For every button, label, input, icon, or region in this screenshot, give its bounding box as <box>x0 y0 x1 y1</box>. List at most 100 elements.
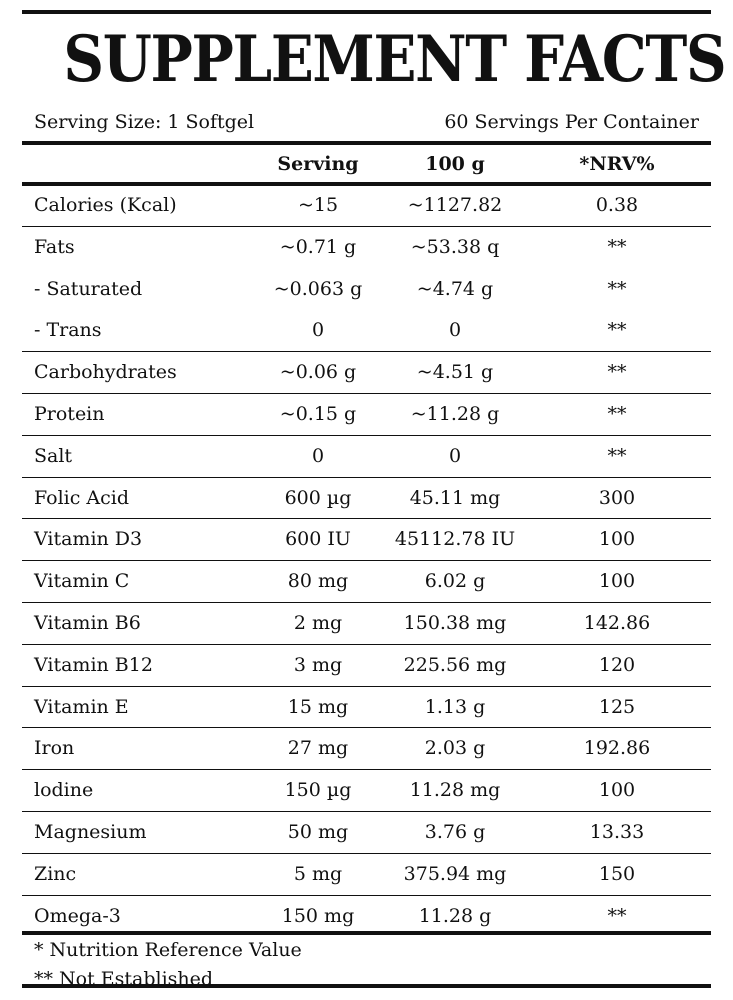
nutrient-per100-value: ~4.74 g <box>416 277 494 300</box>
nutrient-serving-value: ~0.71 g <box>279 235 357 258</box>
nutrient-name: Iron <box>34 737 75 760</box>
nutrient-per100-value: 45.11 mg <box>409 486 501 509</box>
nutrient-nrv-value: 300 <box>598 486 636 509</box>
nutrient-nrv-value: ** <box>607 277 627 300</box>
footnote-nrv: * Nutrition Reference Value <box>34 939 302 961</box>
nutrient-per100-value: 11.28 g <box>418 904 492 927</box>
table-row: - Saturated ~0.063 g ~4.74 g ** <box>22 269 711 311</box>
nutrient-serving-value: 80 mg <box>287 570 349 593</box>
nutrient-per100-value: 1.13 g <box>424 695 486 718</box>
column-header-nrv: *NRV% <box>579 153 655 175</box>
nutrient-per100-value: 11.28 mg <box>409 779 501 802</box>
table-row: Vitamin D3 600 IU 45112.78 IU 100 <box>22 519 711 562</box>
table-row: - Trans 0 0 ** <box>22 310 711 353</box>
table-row: Iron 27 mg 2.03 g 192.86 <box>22 728 711 771</box>
nutrient-serving-value: 5 mg <box>293 862 343 885</box>
nutrient-nrv-value: 192.86 <box>583 737 651 760</box>
nutrient-nrv-value: ** <box>607 444 627 467</box>
column-header-row: Serving 100 g *NRV% <box>22 146 711 182</box>
nutrient-name: Protein <box>34 403 105 425</box>
label-title: SUPPLEMENT FACTS <box>63 22 726 97</box>
table-row: Vitamin E 15 mg 1.13 g 125 <box>22 687 711 729</box>
nutrient-per100-value: 0 <box>448 319 462 342</box>
nutrient-serving-value: 600 IU <box>285 528 351 551</box>
nutrient-per100-value: 6.02 g <box>424 570 486 593</box>
nutrient-per100-value: 3.76 g <box>424 821 486 843</box>
nutrient-nrv-value: 125 <box>598 695 636 718</box>
table-row: Carbohydrates ~0.06 g ~4.51 g ** <box>22 352 711 394</box>
footer-divider <box>22 931 711 935</box>
nutrient-nrv-value: ** <box>607 235 627 258</box>
servings-per-container: 60 Servings Per Container <box>444 111 699 133</box>
column-header-per100: 100 g <box>425 153 485 175</box>
nutrient-serving-value: 600 µg <box>284 486 352 509</box>
nutrient-nrv-value: 13.33 <box>589 821 645 843</box>
footnote-not-established: ** Not Established <box>34 968 214 990</box>
nutrient-serving-value: 0 <box>311 444 325 467</box>
nutrient-nrv-value: 142.86 <box>583 612 651 634</box>
nutrient-name: Carbohydrates <box>34 361 177 384</box>
nutrient-per100-value: ~4.51 g <box>416 361 494 384</box>
column-header-serving: Serving <box>277 153 359 175</box>
nutrient-name: lodine <box>34 779 94 802</box>
nutrient-name: Vitamin B12 <box>34 653 153 676</box>
nutrient-serving-value: 0 <box>311 319 325 342</box>
nutrient-serving-value: 2 mg <box>293 612 343 634</box>
footnotes: * Nutrition Reference Value ** Not Estab… <box>34 936 302 994</box>
table-row: Protein ~0.15 g ~11.28 g ** <box>22 394 711 436</box>
table-row: Zinc 5 mg 375.94 mg 150 <box>22 854 711 896</box>
table-row: Salt 0 0 ** <box>22 436 711 478</box>
column-header-divider <box>22 182 711 186</box>
nutrient-per100-value: 2.03 g <box>424 737 486 760</box>
nutrient-serving-value: 150 mg <box>281 904 355 927</box>
nutrient-name: Calories (Kcal) <box>34 194 177 216</box>
table-row: Omega-3 150 mg 11.28 g ** <box>22 896 711 938</box>
nutrient-serving-value: 50 mg <box>287 821 349 843</box>
nutrient-name: Vitamin B6 <box>34 612 141 634</box>
nutrient-name: Folic Acid <box>34 486 130 509</box>
nutrient-serving-value: ~0.15 g <box>279 403 357 425</box>
nutrient-name: - Trans <box>34 319 102 342</box>
nutrient-name: - Saturated <box>34 277 143 300</box>
table-row: Magnesium 50 mg 3.76 g 13.33 <box>22 812 711 854</box>
nutrient-nrv-value: 100 <box>598 570 636 593</box>
nutrient-name: Salt <box>34 444 73 467</box>
nutrient-name: Vitamin E <box>34 695 129 718</box>
nutrient-per100-value: 45112.78 IU <box>394 528 516 551</box>
table-row: Folic Acid 600 µg 45.11 mg 300 <box>22 478 711 520</box>
nutrient-per100-value: ~11.28 g <box>410 403 500 425</box>
nutrient-name: Fats <box>34 235 75 258</box>
nutrient-name: Omega-3 <box>34 904 121 927</box>
nutrient-nrv-value: 120 <box>598 653 636 676</box>
nutrient-serving-value: ~0.063 g <box>273 277 363 300</box>
supplement-facts-label: SUPPLEMENT FACTS Serving Size: 1 Softgel… <box>22 10 727 990</box>
nutrient-nrv-value: 0.38 <box>595 194 639 216</box>
nutrient-per100-value: ~53.38 q <box>410 235 500 258</box>
nutrient-nrv-value: ** <box>607 319 627 342</box>
table-row: Fats ~0.71 g ~53.38 q ** <box>22 227 711 269</box>
table-row: Vitamin B6 2 mg 150.38 mg 142.86 <box>22 603 711 645</box>
nutrient-serving-value: 27 mg <box>287 737 349 760</box>
nutrient-name: Vitamin D3 <box>34 528 143 551</box>
nutrient-serving-value: ~15 <box>297 194 339 216</box>
nutrient-serving-value: ~0.06 g <box>279 361 357 384</box>
nutrient-nrv-value: ** <box>607 361 627 384</box>
nutrient-nrv-value: 100 <box>598 528 636 551</box>
nutrient-serving-value: 3 mg <box>293 653 343 676</box>
serving-info: Serving Size: 1 Softgel 60 Servings Per … <box>34 108 699 136</box>
nutrient-per100-value: ~1127.82 <box>407 194 503 216</box>
table-row: Vitamin C 80 mg 6.02 g 100 <box>22 561 711 603</box>
nutrient-name: Zinc <box>34 862 77 885</box>
table-row: lodine 150 µg 11.28 mg 100 <box>22 770 711 812</box>
nutrient-nrv-value: 100 <box>598 779 636 802</box>
serving-size: Serving Size: 1 Softgel <box>34 111 255 133</box>
nutrient-per100-value: 375.94 mg <box>403 862 507 885</box>
nutrient-serving-value: 15 mg <box>287 695 349 718</box>
header-divider <box>22 141 711 145</box>
nutrient-per100-value: 225.56 mg <box>403 653 507 676</box>
table-row: Calories (Kcal) ~15 ~1127.82 0.38 <box>22 185 711 227</box>
nutrient-per100-value: 150.38 mg <box>403 612 507 634</box>
nutrient-nrv-value: 150 <box>598 862 636 885</box>
nutrient-nrv-value: ** <box>607 403 627 425</box>
nutrient-name: Magnesium <box>34 821 147 843</box>
